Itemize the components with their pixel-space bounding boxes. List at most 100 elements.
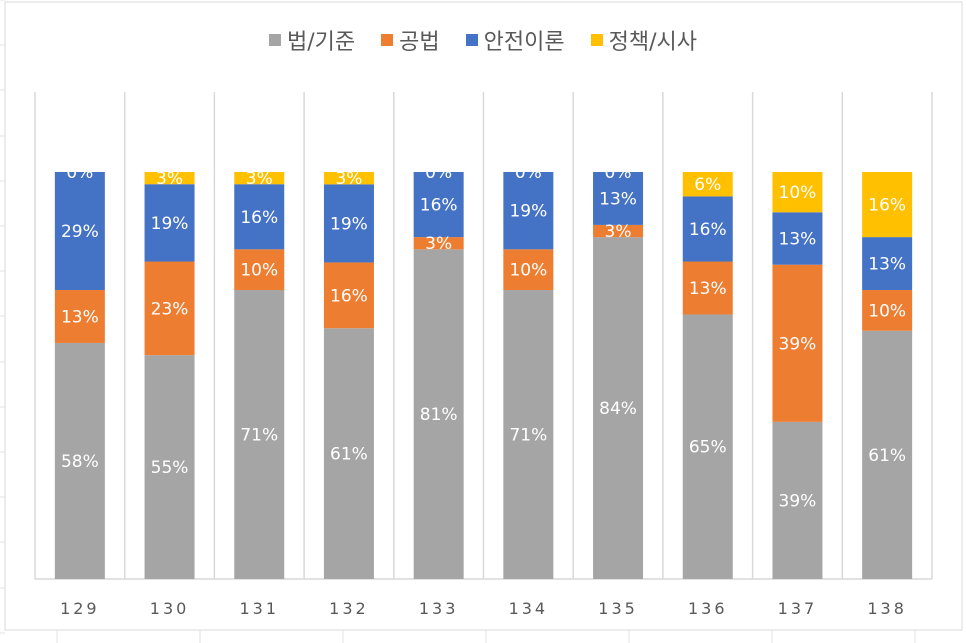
data-label: 16%: [689, 220, 727, 240]
bar-segment: [234, 249, 285, 291]
bar-segment: [682, 261, 733, 315]
bar-segment: [593, 172, 644, 225]
data-label: 16%: [330, 286, 368, 306]
bar-segment: [234, 184, 285, 250]
data-label: 10%: [509, 261, 547, 281]
data-label: 13%: [689, 279, 727, 299]
data-label: 19%: [151, 214, 189, 234]
data-label: 19%: [330, 214, 368, 234]
bar-segment: [862, 237, 913, 291]
bar-segment: [682, 196, 733, 262]
bar-segment: [413, 237, 464, 250]
bar-segment: [593, 224, 644, 238]
bar-segment: [413, 172, 464, 238]
bar-segment: [772, 172, 823, 213]
data-label: 13%: [599, 189, 637, 209]
x-tick-label: 138: [867, 599, 907, 618]
x-tick-label: 135: [598, 599, 638, 618]
data-label: 16%: [240, 208, 278, 228]
bar-segment: [54, 342, 105, 579]
legend-item: 법/기준: [269, 24, 355, 56]
x-tick-label: 131: [239, 599, 279, 618]
bar-segment: [413, 249, 464, 579]
data-label: 3%: [246, 169, 273, 189]
data-label: 3%: [425, 234, 452, 254]
legend-item: 정책/시사: [590, 24, 697, 56]
data-label: 0%: [66, 163, 93, 183]
data-label: 71%: [240, 426, 278, 446]
data-label: 39%: [779, 491, 817, 511]
bar-segment: [54, 172, 105, 291]
data-label: 61%: [868, 446, 906, 466]
data-label: 10%: [240, 261, 278, 281]
data-label: 81%: [420, 405, 458, 425]
legend-label: 안전이론: [483, 30, 565, 55]
bar-segment: [144, 184, 195, 262]
bar-segment: [772, 212, 823, 265]
bar-segment: [772, 421, 823, 579]
legend-label: 법/기준: [287, 30, 356, 55]
data-label: 39%: [779, 334, 817, 354]
data-label: 3%: [335, 169, 362, 189]
legend-swatch: [381, 34, 394, 46]
bar-segment: [682, 314, 733, 579]
x-tick-label: 130: [150, 599, 190, 618]
data-label: 19%: [509, 202, 547, 222]
data-label: 29%: [61, 222, 99, 242]
x-tick-label: 136: [688, 599, 728, 618]
bar-segment: [862, 330, 913, 579]
legend-item: 안전이론: [465, 24, 565, 56]
bar-segment: [144, 261, 195, 356]
x-tick-label: 133: [419, 599, 459, 618]
x-tick-label: 134: [509, 599, 549, 618]
data-label: 58%: [61, 452, 99, 472]
bar-segment: [323, 262, 374, 329]
data-label: 13%: [868, 255, 906, 275]
bar-segment: [862, 172, 913, 238]
data-label: 84%: [599, 399, 637, 419]
data-label: 65%: [689, 438, 727, 458]
bar-segment: [234, 290, 285, 579]
data-label: 6%: [694, 175, 721, 195]
data-label: 0%: [605, 163, 632, 183]
legend-swatch: [590, 34, 603, 46]
data-label: 0%: [515, 163, 542, 183]
legend-label: 공법: [399, 30, 440, 55]
bar-segment: [234, 172, 285, 185]
x-tick-label: 129: [60, 599, 100, 618]
data-label: 61%: [330, 445, 368, 465]
data-label: 55%: [151, 458, 189, 478]
data-label: 3%: [605, 222, 632, 242]
bar-segment: [503, 290, 554, 579]
data-label: 13%: [779, 229, 817, 249]
legend: 법/기준 공법 안전이론 정책/시사: [0, 24, 966, 56]
bar-segment: [503, 172, 554, 250]
x-tick-label: 137: [778, 599, 818, 618]
bar-segment: [862, 290, 913, 331]
data-label: 71%: [509, 426, 547, 446]
bar-segment: [144, 355, 195, 579]
legend-item: 공법: [381, 24, 440, 56]
bar-segment: [323, 328, 374, 579]
legend-label: 정책/시사: [608, 30, 697, 55]
data-label: 10%: [779, 183, 817, 203]
data-label: 0%: [425, 163, 452, 183]
bar-segment: [682, 172, 733, 197]
bar-segment: [323, 172, 374, 185]
bar-segment: [54, 290, 105, 343]
data-label: 13%: [61, 307, 99, 327]
data-label: 10%: [868, 301, 906, 321]
bar-segment: [503, 249, 554, 291]
legend-swatch: [269, 34, 282, 46]
bar-segment: [593, 237, 644, 579]
bar-segment: [323, 184, 374, 263]
data-label: 23%: [151, 299, 189, 319]
data-label: 16%: [868, 196, 906, 216]
bar-segment: [144, 172, 195, 185]
data-label: 16%: [420, 196, 458, 216]
x-tick-label: 132: [329, 599, 369, 618]
data-label: 3%: [156, 169, 183, 189]
legend-swatch: [465, 34, 478, 46]
bar-segment: [772, 264, 823, 422]
